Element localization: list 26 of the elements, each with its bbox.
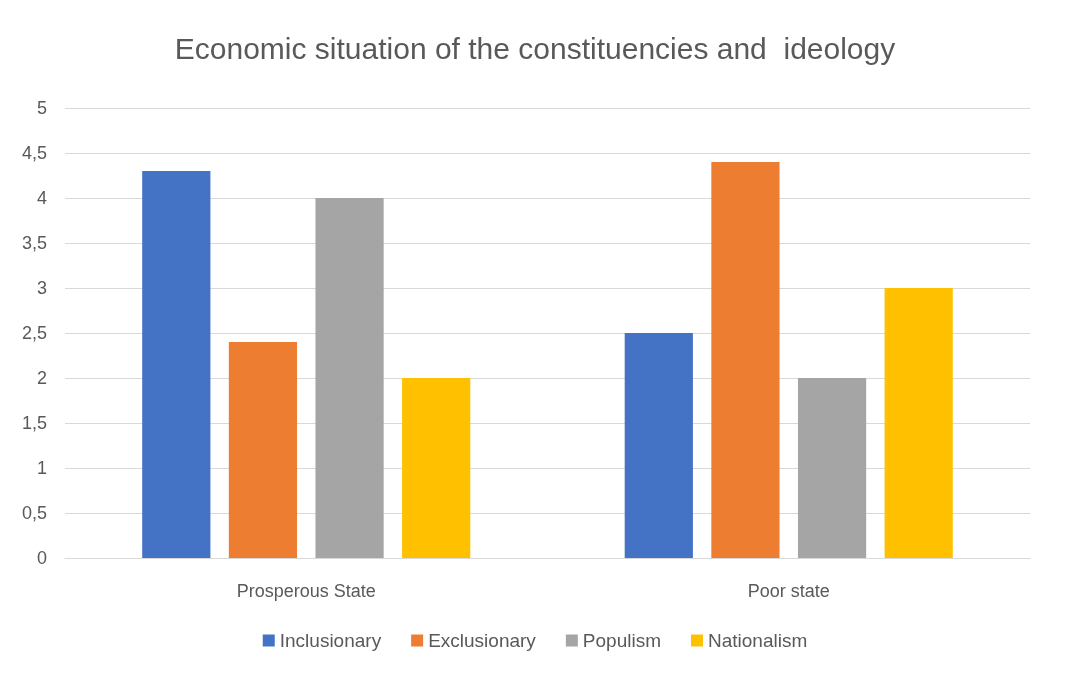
bar — [402, 378, 471, 558]
y-tick-label: 4,5 — [21, 143, 47, 163]
y-tick-label: 2 — [36, 368, 47, 388]
y-tick-label: 1,5 — [21, 413, 47, 433]
y-tick-label: 4 — [36, 188, 47, 208]
chart-title: Economic situation of the constituencies and ideology — [174, 31, 896, 65]
x-tick-label: Prosperous State — [236, 581, 376, 601]
legend-label: Inclusionary — [279, 630, 382, 651]
y-tick-label: 0 — [36, 548, 47, 568]
y-tick-label: 0,5 — [21, 503, 47, 523]
bar — [711, 162, 780, 558]
legend-label: Exclusionary — [428, 630, 537, 651]
y-tick-label: 1 — [36, 458, 47, 478]
legend-label: Populism — [582, 630, 661, 651]
bar — [797, 378, 867, 558]
x-tick-label: Poor state — [747, 581, 830, 601]
bar — [228, 342, 298, 558]
bar — [624, 333, 693, 558]
bar — [884, 288, 953, 558]
y-tick-label: 3 — [36, 278, 47, 298]
y-tick-label: 3,5 — [21, 233, 47, 253]
legend-label: Nationalism — [707, 630, 808, 651]
y-tick-label: 2,5 — [21, 323, 47, 343]
y-tick-label: 5 — [36, 98, 47, 118]
bar — [315, 198, 384, 558]
bar — [142, 171, 211, 558]
